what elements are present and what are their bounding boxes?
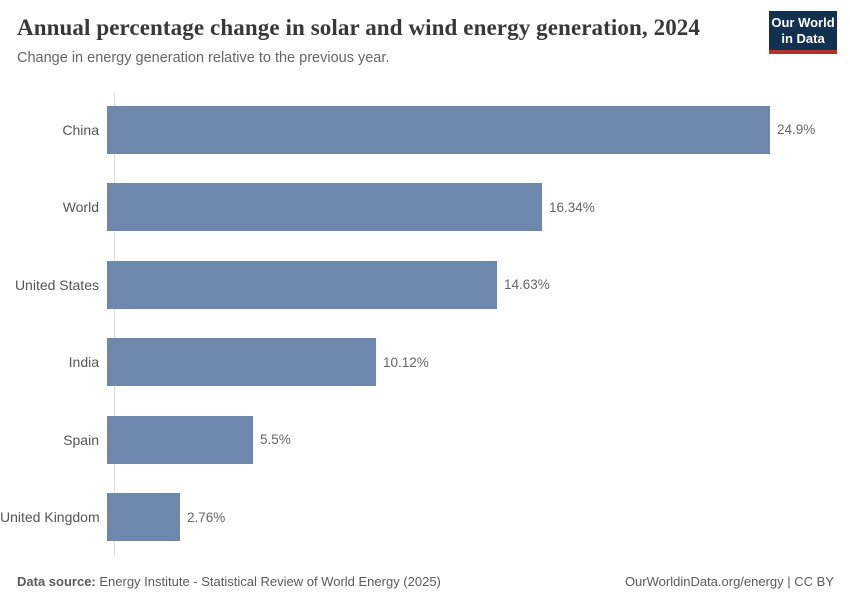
chart-row: Spain 5.5% xyxy=(0,401,850,479)
value-label: 16.34% xyxy=(549,199,595,215)
chart-title: Annual percentage change in solar and wi… xyxy=(17,15,700,40)
category-label: United States xyxy=(14,276,99,293)
datasource: Data source: Energy Institute - Statisti… xyxy=(17,574,441,589)
bar-chart: China 24.9% World 16.34% United States 14.63%… xyxy=(0,91,850,556)
chart-header: Annual percentage change in solar and wi… xyxy=(17,14,834,66)
bar[interactable] xyxy=(107,415,253,464)
chart-row: China 24.9% xyxy=(0,91,850,169)
category-label: Spain xyxy=(63,431,99,448)
owid-logo[interactable]: Our World in Data xyxy=(769,11,837,54)
bar[interactable] xyxy=(107,493,180,542)
value-label: 14.63% xyxy=(504,277,550,293)
datasource-label: Data source: xyxy=(17,574,96,589)
credit-link[interactable]: OurWorldinData.org/energy | CC BY xyxy=(624,574,834,589)
category-label: China xyxy=(62,121,99,138)
value-label: 5.5% xyxy=(260,432,291,448)
chart-row: World 16.34% xyxy=(0,169,850,247)
chart-footer: Data source: Energy Institute - Statisti… xyxy=(17,574,834,589)
category-label: World xyxy=(62,199,99,216)
bar[interactable] xyxy=(107,338,376,387)
datasource-text: Energy Institute - Statistical Review of… xyxy=(95,574,441,589)
y-axis-line xyxy=(114,93,115,556)
owid-logo-line1: Our World xyxy=(771,15,835,30)
chart-row: United States 14.63% xyxy=(0,246,850,324)
bar[interactable] xyxy=(107,260,497,309)
category-label: United Kingdom xyxy=(0,509,100,526)
chart-row: India 10.12% xyxy=(0,324,850,402)
chart-subtitle: Change in energy generation relative to … xyxy=(17,49,390,66)
chart-row: United Kingdom 2.76% xyxy=(0,479,850,557)
category-label: India xyxy=(68,354,99,371)
value-label: 10.12% xyxy=(383,354,429,370)
bar[interactable] xyxy=(107,183,542,232)
bar[interactable] xyxy=(107,105,770,154)
owid-logo-line2: in Data xyxy=(781,31,825,46)
value-label: 2.76% xyxy=(187,509,226,525)
value-label: 24.9% xyxy=(777,122,816,138)
